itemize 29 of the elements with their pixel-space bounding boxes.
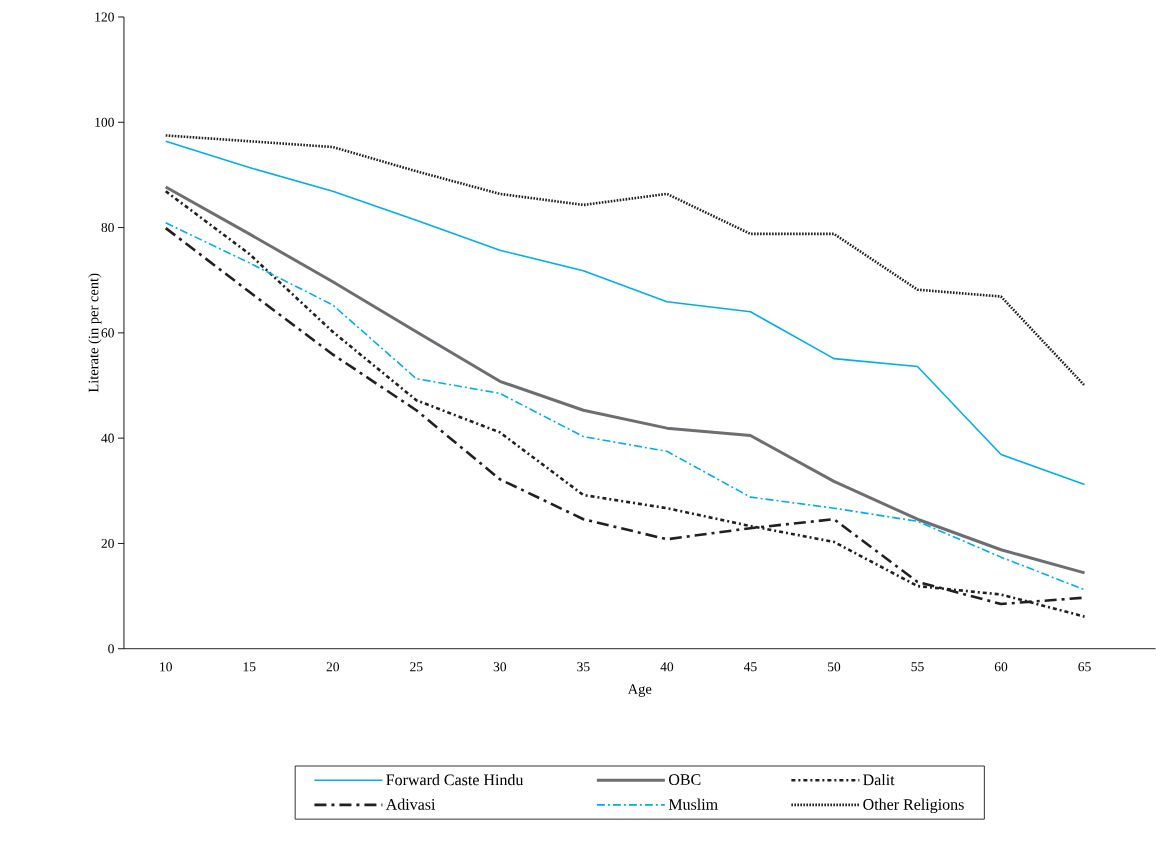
legend-label: OBC <box>669 774 701 786</box>
legend-label: Other Religions <box>863 798 964 814</box>
x-tick-label: 50 <box>828 662 841 672</box>
legend-label: Dalit <box>863 774 895 786</box>
x-tick-label: 20 <box>326 662 340 672</box>
line-series <box>164 134 1086 387</box>
x-tick-label: 15 <box>243 662 256 672</box>
legend-label: Forward Caste Hindu <box>386 774 524 786</box>
x-tick-label: 35 <box>577 662 590 672</box>
x-tick-label: 60 <box>994 662 1008 672</box>
y-tick-label: 20 <box>101 539 114 549</box>
x-tick-label: 25 <box>410 662 423 672</box>
y-tick-label: 120 <box>95 12 114 22</box>
x-tick-label: 45 <box>743 662 757 672</box>
x-tick-label: 10 <box>160 662 172 672</box>
y-tick-label: 40 <box>101 433 114 443</box>
y-axis-title: Literate (in per cent) <box>88 273 102 393</box>
x-axis-title: Age <box>627 684 652 698</box>
legend-label: Muslim <box>668 798 718 810</box>
y-tick-label: 0 <box>108 644 114 654</box>
legend-label: Adivasi <box>385 798 436 810</box>
x-tick-label: 40 <box>660 662 674 672</box>
x-tick-label: 30 <box>493 662 507 672</box>
line-series <box>164 140 1086 486</box>
y-tick-label: 80 <box>101 223 114 233</box>
y-tick-label: 100 <box>95 117 114 127</box>
x-tick-label: 65 <box>1078 662 1091 672</box>
y-tick-label: 60 <box>101 328 114 338</box>
x-tick-label: 55 <box>911 662 924 672</box>
